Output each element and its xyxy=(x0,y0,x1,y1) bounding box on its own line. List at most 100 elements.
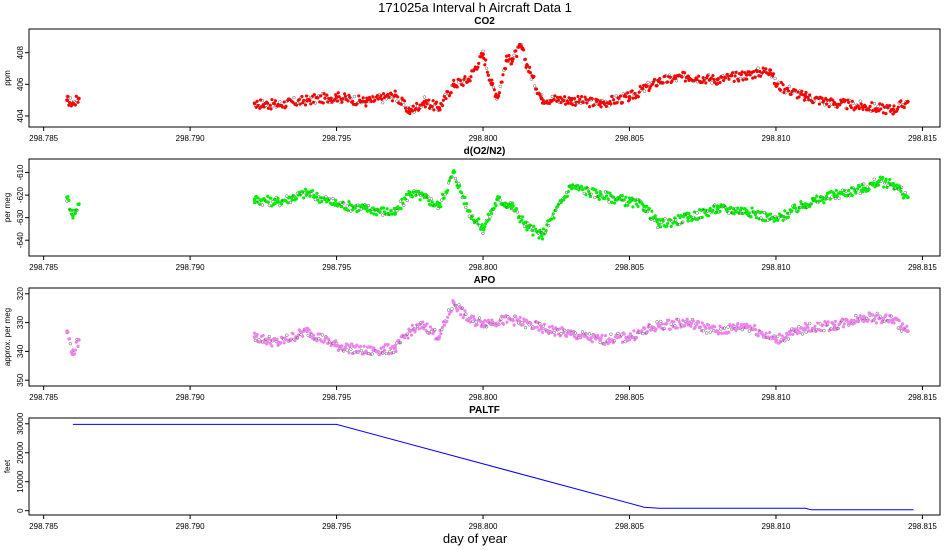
co2-data-point xyxy=(256,103,260,108)
apo-data-point xyxy=(405,332,409,336)
d-o2-n2-data-point xyxy=(821,195,825,200)
co2-data-point xyxy=(849,105,854,110)
d-o2-n2-data-point xyxy=(750,206,754,210)
co2-data-point xyxy=(521,48,526,52)
co2-data-point xyxy=(791,91,795,95)
co2-data-point xyxy=(272,102,277,106)
d-o2-n2-data-point xyxy=(854,191,858,195)
apo-data-point xyxy=(498,319,502,323)
d-o2-n2-data-point xyxy=(454,180,458,184)
co2-data-point xyxy=(563,102,568,106)
d-o2-n2-data-point xyxy=(294,197,299,201)
co2-data-point xyxy=(265,101,270,105)
apo-x-tick-label: 298.810 xyxy=(762,393,791,402)
d-o2-n2-data-point xyxy=(314,195,318,199)
d-o2-n2-x-tick-label: 298.815 xyxy=(908,263,937,272)
apo-data-point xyxy=(551,327,555,331)
apo-data-point xyxy=(847,322,852,326)
d-o2-n2-data-point xyxy=(327,197,332,201)
co2-data-point xyxy=(403,106,408,110)
d-o2-n2-data-point xyxy=(704,208,708,212)
co2-data-point xyxy=(618,98,622,103)
apo-data-point xyxy=(334,339,338,343)
co2-data-point xyxy=(498,84,502,88)
d-o2-n2-data-point xyxy=(410,195,415,199)
apo-data-point xyxy=(695,323,699,327)
apo-data-point xyxy=(641,331,645,336)
co2-data-point xyxy=(423,105,427,109)
co2-data-point xyxy=(599,105,603,109)
co2-data-point xyxy=(463,75,467,79)
co2-data-point xyxy=(489,82,494,87)
apo-data-point xyxy=(669,322,673,326)
co2-data-point xyxy=(680,75,684,79)
co2-data-point xyxy=(547,101,552,106)
co2-data-point xyxy=(494,92,498,96)
d-o2-n2-data-point xyxy=(357,208,361,213)
d-o2-n2-data-point xyxy=(301,190,305,194)
co2-data-point xyxy=(887,103,892,108)
co2-data-point xyxy=(363,99,368,104)
co2-data-point xyxy=(715,77,720,82)
co2-data-point xyxy=(486,73,490,77)
co2-data-point xyxy=(68,96,73,100)
d-o2-n2-data-point xyxy=(876,183,881,187)
apo-data-point xyxy=(438,328,442,333)
apo-data-point xyxy=(499,317,503,321)
apo-data-point xyxy=(897,318,901,323)
apo-data-point xyxy=(253,338,258,343)
co2-data-point xyxy=(260,98,265,103)
co2-data-point xyxy=(252,101,257,106)
d-o2-n2-data-point xyxy=(796,209,800,213)
co2-data-point xyxy=(631,96,635,100)
apo-data-point xyxy=(270,344,274,348)
co2-data-point xyxy=(309,102,313,106)
co2-data-point xyxy=(426,101,430,105)
co2-data-point xyxy=(607,104,611,108)
co2-data-point xyxy=(484,66,489,70)
paltf-x-tick-label: 298.805 xyxy=(615,522,644,531)
co2-data-point xyxy=(618,94,623,98)
apo-data-point xyxy=(460,306,465,310)
co2-data-point xyxy=(817,102,822,106)
co2-data-point xyxy=(390,99,395,103)
d-o2-n2-data-point xyxy=(463,195,467,200)
co2-plot-frame xyxy=(28,28,941,128)
co2-data-point xyxy=(346,99,350,103)
apo-data-point xyxy=(309,331,313,335)
paltf-x-tick-label: 298.815 xyxy=(908,522,937,531)
co2-data-point xyxy=(636,95,641,99)
apo-data-point xyxy=(315,339,319,343)
d-o2-n2-data-point xyxy=(266,200,271,204)
co2-data-point xyxy=(892,104,896,108)
d-o2-n2-data-point xyxy=(757,217,761,221)
d-o2-n2-data-point xyxy=(334,198,338,203)
d-o2-n2-data-point xyxy=(545,223,549,227)
d-o2-n2-data-point xyxy=(495,197,500,202)
apo-data-point xyxy=(634,336,639,340)
apo-x-tick-label: 298.805 xyxy=(615,393,644,402)
x-axis-label: day of year xyxy=(443,531,508,546)
d-o2-n2-data-point xyxy=(302,196,306,200)
co2-data-point xyxy=(264,103,268,108)
paltf-y-label: feet xyxy=(3,459,12,473)
apo-data-point xyxy=(753,327,758,332)
apo-data-point xyxy=(311,333,316,337)
d-o2-n2-data-point xyxy=(663,217,667,221)
co2-data-point xyxy=(831,98,835,102)
apo-data-point xyxy=(678,322,682,326)
d-o2-n2-data-point xyxy=(252,197,257,202)
co2-data-point xyxy=(282,100,286,104)
apo-data-point xyxy=(427,331,432,335)
d-o2-n2-x-tick-label: 298.790 xyxy=(176,263,205,272)
apo-data-point xyxy=(73,348,78,352)
d-o2-n2-data-point xyxy=(666,221,670,226)
co2-data-point xyxy=(661,81,665,85)
d-o2-n2-data-point xyxy=(340,204,344,209)
apo-data-point xyxy=(263,338,267,342)
d-o2-n2-x-tick-label: 298.805 xyxy=(615,263,644,272)
apo-data-point xyxy=(873,314,878,318)
apo-data-point xyxy=(484,325,489,329)
d-o2-n2-data-point xyxy=(366,203,371,208)
apo-data-point xyxy=(856,320,861,324)
